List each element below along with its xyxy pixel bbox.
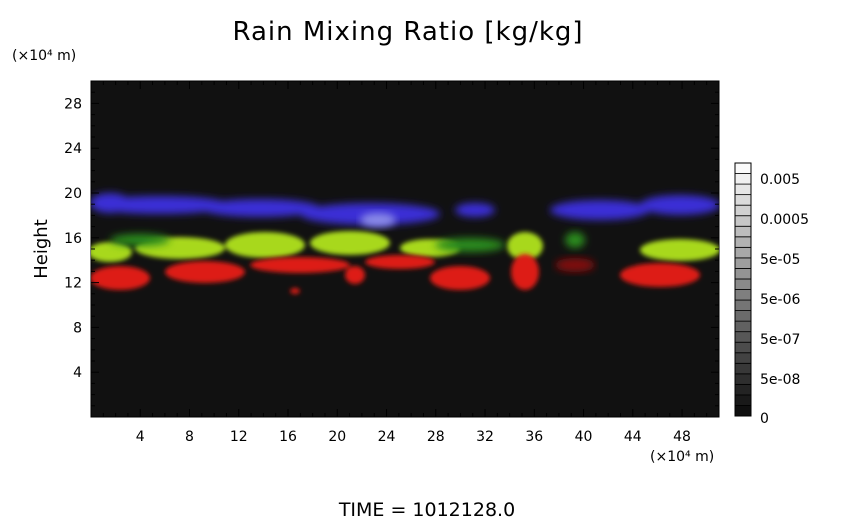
rain-layer-middle-green bbox=[110, 232, 585, 252]
colorbar-label: 5e-06 bbox=[760, 292, 800, 308]
y-tick-label: 28 bbox=[64, 96, 82, 112]
y-tick-labels: 4 8 12 16 20 24 28 bbox=[64, 96, 82, 381]
colorbar-swatch bbox=[734, 405, 752, 417]
colorbar-label: 5e-05 bbox=[760, 252, 800, 268]
chart-title: Rain Mixing Ratio [kg/kg] bbox=[232, 17, 583, 47]
colorbar-swatch bbox=[734, 278, 752, 290]
colorbar-swatch bbox=[734, 162, 752, 174]
y-axis-label: Height bbox=[31, 219, 52, 279]
x-tick-label: 20 bbox=[328, 429, 346, 445]
x-tick-label: 16 bbox=[279, 429, 297, 445]
colorbar-swatch bbox=[734, 320, 752, 333]
colorbar-swatch bbox=[734, 204, 752, 217]
colorbar-swatch bbox=[734, 225, 752, 238]
colorbar-swatch bbox=[734, 352, 752, 364]
colorbar-label: 0.005 bbox=[760, 172, 800, 188]
colorbar-label: 5e-07 bbox=[760, 332, 800, 348]
x-tick-label: 40 bbox=[575, 429, 593, 445]
rain-layer-lower bbox=[91, 254, 700, 294]
colorbar-swatch bbox=[734, 246, 752, 259]
colorbar-labels: 0.005 0.0005 5e-05 5e-06 5e-07 5e-08 0 bbox=[760, 172, 809, 427]
y-tick-label: 24 bbox=[64, 141, 82, 157]
y-tick-label: 4 bbox=[73, 365, 82, 381]
y-tick-label: 8 bbox=[73, 320, 82, 336]
rain-field bbox=[91, 193, 719, 294]
x-tick-label: 12 bbox=[230, 429, 248, 445]
y-unit-label: (×10⁴ m) bbox=[12, 48, 76, 64]
x-tick-label: 8 bbox=[185, 429, 194, 445]
colorbar-swatch bbox=[734, 341, 752, 354]
rain-layer-upper bbox=[91, 193, 719, 225]
colorbar bbox=[734, 162, 752, 417]
colorbar-swatch bbox=[734, 194, 752, 206]
x-tick-label: 48 bbox=[673, 429, 691, 445]
x-tick-label: 4 bbox=[136, 429, 145, 445]
colorbar-swatch bbox=[734, 362, 752, 375]
y-tick-label: 20 bbox=[64, 186, 82, 202]
colorbar-frame bbox=[734, 162, 752, 417]
colorbar-swatch bbox=[734, 331, 752, 343]
x-tick-labels: 4 8 12 16 20 24 28 32 36 40 44 48 bbox=[136, 429, 691, 445]
colorbar-swatch bbox=[734, 236, 752, 248]
colorbar-label: 5e-08 bbox=[760, 372, 800, 388]
time-label: TIME = 1012128.0 bbox=[338, 499, 515, 519]
colorbar-swatch bbox=[734, 257, 752, 269]
colorbar-swatch bbox=[734, 173, 752, 185]
axis-ticks bbox=[91, 81, 719, 417]
colorbar-swatch bbox=[734, 183, 752, 196]
x-tick-label: 24 bbox=[378, 429, 396, 445]
y-tick-label: 12 bbox=[64, 276, 82, 292]
colorbar-swatch bbox=[734, 299, 752, 311]
rain-layer-upper-core bbox=[360, 213, 396, 227]
rain-layer-middle bbox=[91, 231, 719, 262]
colorbar-swatch bbox=[734, 268, 752, 280]
rain-layer-lower-dark bbox=[555, 258, 595, 272]
x-tick-label: 36 bbox=[525, 429, 543, 445]
colorbar-swatch bbox=[734, 215, 752, 227]
x-tick-label: 32 bbox=[476, 429, 494, 445]
x-unit-label: (×10⁴ m) bbox=[650, 449, 714, 465]
colorbar-label: 0 bbox=[760, 411, 769, 427]
colorbar-swatch bbox=[734, 289, 752, 301]
colorbar-swatch bbox=[734, 394, 752, 406]
y-tick-label: 16 bbox=[64, 231, 82, 247]
colorbar-swatch bbox=[734, 310, 752, 322]
x-tick-label: 44 bbox=[624, 429, 642, 445]
colorbar-swatch bbox=[734, 383, 752, 396]
colorbar-label: 0.0005 bbox=[760, 212, 809, 228]
colorbar-swatch bbox=[734, 373, 752, 385]
x-tick-label: 28 bbox=[427, 429, 445, 445]
